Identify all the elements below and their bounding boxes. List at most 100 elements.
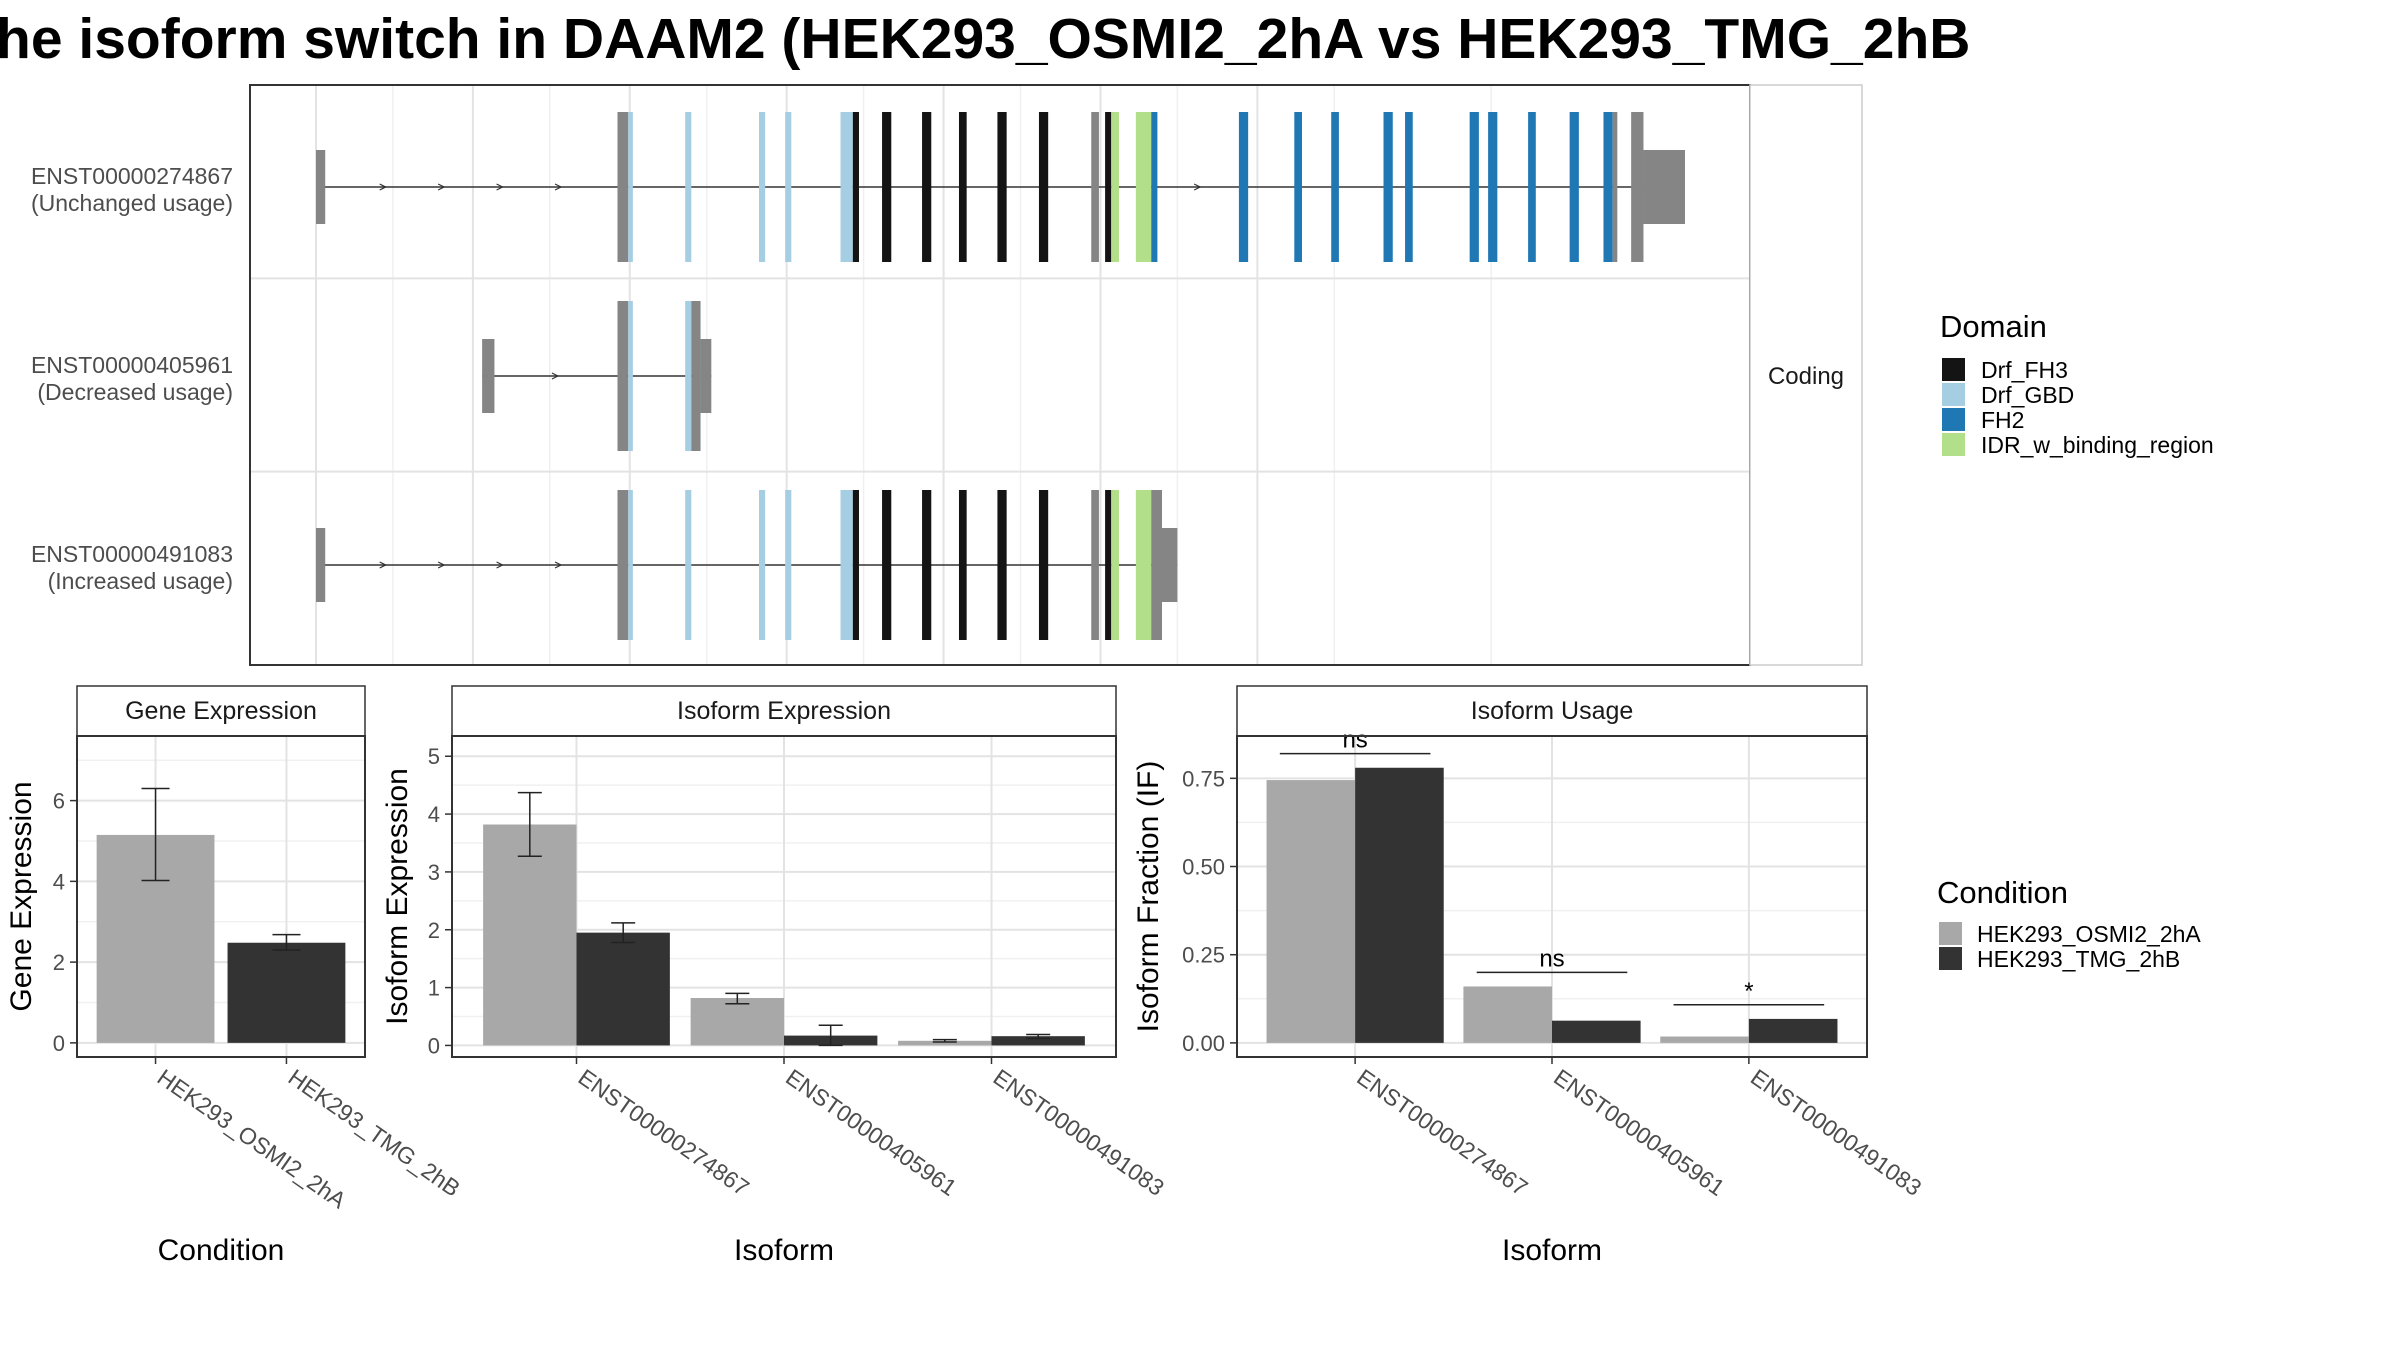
domain-exon bbox=[1135, 112, 1152, 262]
panel-frame bbox=[76, 735, 366, 1058]
gene-structure-panel: ENST00000274867(Unchanged usage) ENST0000… bbox=[31, 84, 1863, 666]
domain-exon bbox=[852, 490, 859, 640]
bar bbox=[1748, 1018, 1838, 1043]
error-bar bbox=[932, 1038, 957, 1043]
intron-arrow bbox=[379, 561, 388, 569]
domain-exon bbox=[1469, 112, 1479, 262]
domain-exon bbox=[759, 112, 766, 262]
domain-exon bbox=[685, 301, 692, 451]
domain-exon bbox=[1331, 112, 1339, 262]
y-tick-label: 4 bbox=[53, 869, 65, 894]
domain-exon bbox=[1488, 112, 1498, 262]
y-tick-label: 2 bbox=[428, 918, 440, 943]
error-bar bbox=[725, 992, 750, 1005]
exon bbox=[1162, 528, 1178, 602]
domain-exon bbox=[685, 112, 692, 262]
domain-legend-swatch bbox=[1942, 408, 1965, 431]
coding-strip bbox=[1749, 84, 1863, 666]
exon bbox=[617, 301, 629, 451]
exon bbox=[1631, 112, 1644, 262]
exon bbox=[1612, 112, 1618, 262]
domain-exon bbox=[958, 112, 967, 262]
domain-exon bbox=[759, 490, 766, 640]
bar bbox=[1463, 986, 1552, 1043]
intron-arrow bbox=[496, 183, 504, 191]
exon bbox=[316, 150, 326, 224]
panel-strip-label: Gene Expression bbox=[125, 697, 317, 725]
domain-exon bbox=[1038, 490, 1049, 640]
domain-exon bbox=[840, 490, 853, 640]
domain-exon bbox=[1151, 112, 1158, 262]
condition-legend-label: HEK293_TMG_2hB bbox=[1977, 946, 2180, 972]
domain-exon bbox=[1111, 112, 1119, 262]
domain-exon bbox=[882, 112, 892, 262]
bar bbox=[1355, 767, 1444, 1043]
exon bbox=[1643, 150, 1685, 224]
condition-legend-swatch bbox=[1939, 947, 1962, 970]
y-tick-label: 6 bbox=[53, 789, 65, 814]
y-tick-label: 0.50 bbox=[1182, 855, 1225, 880]
domain-exon bbox=[922, 112, 932, 262]
y-axis-title: Isoform Expression bbox=[381, 768, 414, 1025]
significance-label: ns bbox=[1342, 727, 1367, 754]
transcript-id-label: ENST00000274867 bbox=[31, 163, 233, 189]
intron-arrow bbox=[554, 183, 563, 191]
intron-arrow bbox=[496, 561, 504, 569]
bar bbox=[227, 942, 346, 1043]
domain-exon bbox=[997, 490, 1007, 640]
exon bbox=[617, 490, 629, 640]
domain-exon bbox=[840, 112, 853, 262]
intron-arrow bbox=[554, 561, 563, 569]
domain-exon bbox=[1238, 112, 1249, 262]
coding-strip-label: Coding bbox=[1768, 363, 1844, 390]
bar bbox=[1266, 780, 1356, 1043]
domain-exon bbox=[1383, 112, 1393, 262]
bar bbox=[898, 1040, 992, 1046]
y-axis-title: Gene Expression bbox=[5, 781, 38, 1011]
legends: Domain Drf_FH3Drf_GBDFH2IDR_w_binding_reg… bbox=[1937, 309, 2214, 972]
domain-legend-swatch bbox=[1942, 383, 1965, 406]
significance-label: * bbox=[1744, 978, 1753, 1005]
domain-legend-swatch bbox=[1942, 358, 1965, 381]
transcript-usage-label: (Decreased usage) bbox=[37, 379, 233, 405]
x-axis-title: Condition bbox=[158, 1234, 285, 1267]
exon bbox=[1091, 490, 1099, 640]
domain-exon bbox=[628, 112, 633, 262]
intron-arrow bbox=[551, 372, 560, 380]
exon bbox=[617, 112, 629, 262]
exon bbox=[316, 528, 326, 602]
figure-title: he isoform switch in DAAM2 (HEK293_OSMI2… bbox=[0, 7, 1970, 71]
domain-exon bbox=[1405, 112, 1413, 262]
y-tick-label: 0.75 bbox=[1182, 766, 1225, 791]
domain-legend-title: Domain bbox=[1940, 309, 2047, 344]
exon bbox=[1091, 112, 1099, 262]
y-tick-label: 0.25 bbox=[1182, 943, 1225, 968]
intron-arrow bbox=[379, 183, 388, 191]
error-bar bbox=[272, 933, 301, 951]
error-bar bbox=[611, 922, 636, 944]
x-axis-title: Isoform bbox=[1502, 1234, 1602, 1267]
y-tick-label: 2 bbox=[53, 950, 65, 975]
y-tick-label: 0 bbox=[53, 1031, 65, 1056]
exon bbox=[1151, 490, 1163, 640]
transcript-usage-label: (Unchanged usage) bbox=[31, 190, 233, 216]
domain-legend-label: IDR_w_binding_region bbox=[1981, 432, 2214, 458]
domain-exon bbox=[1294, 112, 1302, 262]
domain-exon bbox=[958, 490, 967, 640]
bar bbox=[1660, 1036, 1749, 1043]
domain-legend-label: Drf_GBD bbox=[1981, 382, 2074, 408]
domain-exon bbox=[1603, 112, 1613, 262]
y-tick-label: 3 bbox=[428, 860, 440, 885]
domain-exon bbox=[1105, 112, 1112, 262]
domain-exon bbox=[628, 301, 633, 451]
y-axis-title: Isoform Fraction (IF) bbox=[1132, 761, 1165, 1033]
domain-exon bbox=[997, 112, 1007, 262]
panel-strip bbox=[451, 685, 1117, 737]
domain-legend-label: Drf_FH3 bbox=[1981, 357, 2068, 383]
bar bbox=[991, 1036, 1085, 1046]
panel-frame bbox=[1236, 735, 1868, 1058]
condition-legend-title: Condition bbox=[1937, 875, 2068, 910]
panel-frame bbox=[451, 735, 1117, 1058]
bar bbox=[690, 998, 784, 1046]
